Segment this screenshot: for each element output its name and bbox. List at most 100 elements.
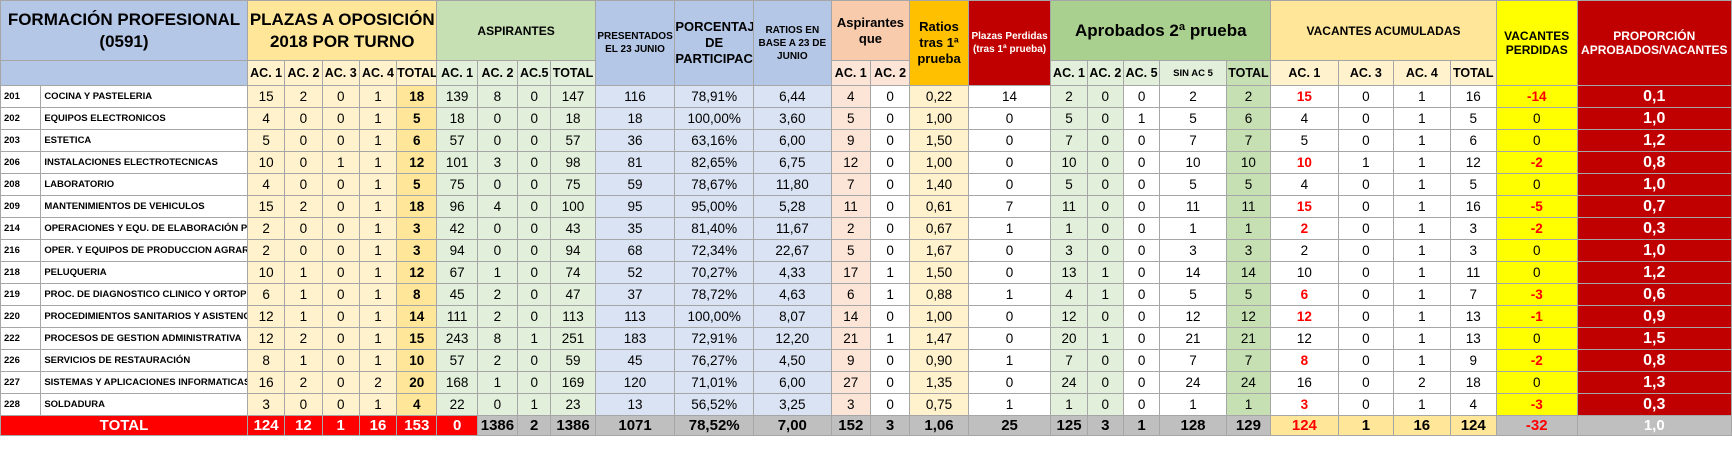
cell-proporcion: 0,6 <box>1576 283 1732 306</box>
cell-ratio-base: 6,75 <box>753 151 832 174</box>
cell-vacantes-ac4: 1 <box>1393 195 1451 218</box>
table-row: 202 EQUIPOS ELECTRONICOS 4 0 0 1 5 18 0 0 18 18 100,… <box>0 107 1732 130</box>
cell-codigo: 206 <box>0 151 42 174</box>
cell-aspirantes-total: 59 <box>550 349 596 372</box>
cell-aprobados-total: 14 <box>1225 261 1272 284</box>
cell-aspirantes-total: 100 <box>550 195 596 218</box>
cell-plazas-ac1: 10 <box>246 261 286 284</box>
cell-vacantes-ac3: 0 <box>1337 349 1395 372</box>
cell-aprobados-total: 1 <box>1225 217 1272 240</box>
cell-vacantes-ac3: 0 <box>1337 195 1395 218</box>
cell-aprobados-sin-ac5: 14 <box>1159 261 1227 284</box>
cell-ratio-base: 22,67 <box>753 239 832 262</box>
cell-presentados: 13 <box>594 393 676 416</box>
cell-codigo: 226 <box>0 349 42 372</box>
cell-plazas-total: 10 <box>396 349 438 372</box>
cell-ratio-base: 4,50 <box>753 349 832 372</box>
cell-aprobados-sin-ac5: 2 <box>1159 85 1227 108</box>
cell-ratio-base: 3,25 <box>753 393 832 416</box>
cell-porcentaje: 72,91% <box>674 327 754 350</box>
cell-codigo: 208 <box>0 173 42 196</box>
cell-ratio-tras: 0,67 <box>909 217 969 240</box>
cell-aprobados-ac1: 1 <box>1050 393 1088 416</box>
cell-aprobados-ac2: 1 <box>1086 261 1124 284</box>
cell-aprobados-total: 7 <box>1225 129 1272 152</box>
total-plazas-ac1: 124 <box>246 415 286 436</box>
cell-vacantes-ac3: 0 <box>1337 85 1395 108</box>
cell-aprobados-ac1: 7 <box>1050 349 1088 372</box>
cell-especialidad: SERVICIOS DE RESTAURACIÓN <box>40 349 248 372</box>
cell-aprobados-ac1: 10 <box>1050 151 1088 174</box>
cell-plazas-ac3: 0 <box>321 327 360 350</box>
cell-aprobados-ac5: 0 <box>1122 85 1161 108</box>
cell-aprobados-ac5: 0 <box>1122 129 1161 152</box>
cell-aprobados-sin-ac5: 1 <box>1159 393 1227 416</box>
cell-vacantes-perdidas: -2 <box>1495 349 1578 372</box>
header-vacantes-perdidas: VACANTES PERDIDAS <box>1495 0 1578 86</box>
cell-plazas-ac3: 0 <box>321 239 360 262</box>
cell-aspirantes-ac5: 0 <box>517 195 552 218</box>
table-body: 201 COCINA Y PASTELERIA 15 2 0 1 18 139 8 0 147 116… <box>0 85 1732 416</box>
total-aprobados-sin-ac5: 128 <box>1159 415 1227 436</box>
cell-vacantes-perdidas: -14 <box>1495 85 1578 108</box>
cell-ratio-base: 6,00 <box>753 129 832 152</box>
cell-aspirantes-ac2: 3 <box>476 151 519 174</box>
cell-codigo: 209 <box>0 195 42 218</box>
cell-presentados: 18 <box>594 107 676 130</box>
subheader-aspque-ac2: AC. 2 <box>869 60 911 86</box>
total-vacantes-ac3: 1 <box>1337 415 1395 436</box>
total-aspque-ac1: 152 <box>830 415 871 436</box>
cell-plazas-ac1: 2 <box>246 217 286 240</box>
cell-especialidad: OPERACIONES Y EQU. DE ELABORACIÓN PROD. … <box>40 217 248 240</box>
header-proporcion: PROPORCIÓN APROBADOS/VACANTES <box>1576 0 1732 86</box>
cell-plazas-ac3: 0 <box>321 85 360 108</box>
cell-aprobados-ac5: 0 <box>1122 393 1161 416</box>
cell-aprobados-ac5: 0 <box>1122 349 1161 372</box>
cell-aprobados-total: 1 <box>1225 393 1272 416</box>
cell-aspirantes-ac5: 0 <box>517 349 552 372</box>
table-row: 209 MANTENIMIENTOS DE VEHICULOS 15 2 0 1 18 96 4… <box>0 195 1732 218</box>
cell-aprobados-ac2: 1 <box>1086 283 1124 306</box>
subheader-apro-total: TOTAL <box>1225 60 1272 86</box>
cell-aspque-ac2: 0 <box>869 371 911 394</box>
cell-plazas-total: 18 <box>396 85 438 108</box>
cell-aprobados-ac2: 0 <box>1086 129 1124 152</box>
cell-vacantes-total: 13 <box>1449 305 1497 328</box>
cell-vacantes-ac3: 0 <box>1337 173 1395 196</box>
cell-presentados: 59 <box>594 173 676 196</box>
cell-vacantes-ac1: 6 <box>1270 283 1339 306</box>
cell-plazas-ac3: 0 <box>321 305 360 328</box>
header-formacion-sub <box>0 60 248 86</box>
cell-aspque-ac1: 5 <box>830 107 871 130</box>
cell-plazas-ac2: 0 <box>284 173 323 196</box>
cell-plazas-ac2: 0 <box>284 239 323 262</box>
cell-vacantes-total: 18 <box>1449 371 1497 394</box>
cell-porcentaje: 78,72% <box>674 283 754 306</box>
cell-plazas-ac1: 3 <box>246 393 286 416</box>
cell-porcentaje: 82,65% <box>674 151 754 174</box>
total-label: TOTAL <box>0 415 248 436</box>
cell-aspque-ac2: 0 <box>869 173 911 196</box>
subheader-plazas-ac4: AC. 4 <box>358 60 398 86</box>
table-row: 201 COCINA Y PASTELERIA 15 2 0 1 18 139 8 0 147 116… <box>0 85 1732 108</box>
cell-aspirantes-ac2: 0 <box>476 393 519 416</box>
cell-aspirantes-ac5: 0 <box>517 129 552 152</box>
cell-proporcion: 1,0 <box>1576 239 1732 262</box>
cell-vacantes-ac4: 1 <box>1393 217 1451 240</box>
subheader-vac-ac1: AC. 1 <box>1270 60 1339 86</box>
cell-plazas-ac4: 1 <box>358 107 398 130</box>
cell-vacantes-ac1: 10 <box>1270 151 1339 174</box>
cell-vacantes-ac1: 15 <box>1270 195 1339 218</box>
cell-aspque-ac1: 9 <box>830 129 871 152</box>
cell-plazas-perdidas: 0 <box>967 305 1052 328</box>
cell-plazas-ac1: 16 <box>246 371 286 394</box>
cell-plazas-ac4: 1 <box>358 217 398 240</box>
cell-plazas-total: 3 <box>396 217 438 240</box>
cell-porcentaje: 100,00% <box>674 305 754 328</box>
header-aspirantes-que: Aspirantes que <box>830 0 911 61</box>
cell-aspirantes-ac1: 101 <box>436 151 478 174</box>
cell-plazas-ac1: 12 <box>246 327 286 350</box>
subheader-plazas-total: TOTAL <box>396 60 438 86</box>
cell-plazas-ac4: 2 <box>358 371 398 394</box>
cell-plazas-ac4: 1 <box>358 349 398 372</box>
